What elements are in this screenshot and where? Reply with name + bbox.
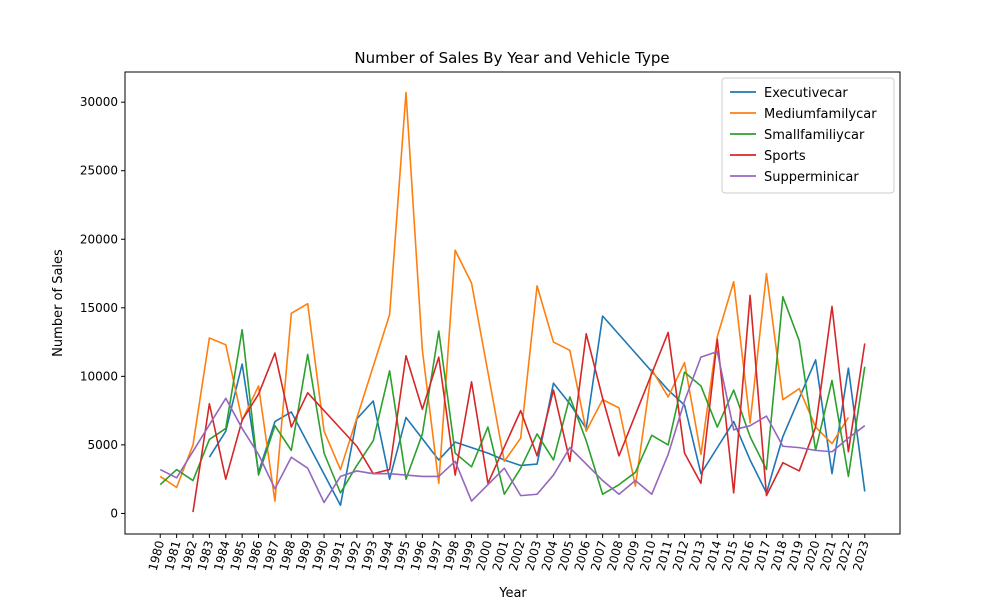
plot-frame [124, 71, 901, 535]
y-tick-label: 15000 [80, 301, 118, 315]
series-line-mediumfamilycar [159, 91, 850, 502]
series-line-executivecar [208, 315, 866, 507]
series-line-supperminicar [159, 350, 866, 504]
y-tick-label: 25000 [80, 164, 118, 178]
legend-entry-smallfamiliycar: Smallfamiliycar [764, 128, 865, 143]
y-axis-label: Number of Sales [51, 249, 66, 357]
legend-box [721, 77, 895, 194]
series-line-smallfamiliycar [159, 296, 866, 496]
x-axis-label: Year [498, 586, 527, 600]
legend-entry-executivecar: Executivecar [764, 86, 848, 101]
legend: Executivecar Mediumfamilycar Smallfamiliyc… [721, 77, 895, 194]
legend-entry-sports: Sports [764, 149, 806, 164]
chart-title: Number of Sales By Year and Vehicle Type [354, 49, 669, 67]
y-tick-label: 20000 [80, 232, 118, 246]
legend-entry-supperminicar: Supperminicar [764, 170, 859, 185]
y-tick-label: 0 [110, 506, 118, 520]
y-tick-label: 30000 [80, 95, 118, 109]
legend-entry-mediumfamilycar: Mediumfamilycar [764, 107, 877, 122]
y-tick-label: 10000 [80, 369, 118, 383]
plot-area [159, 91, 866, 513]
series-line-sports [192, 294, 866, 513]
y-tick-label: 5000 [87, 438, 118, 452]
